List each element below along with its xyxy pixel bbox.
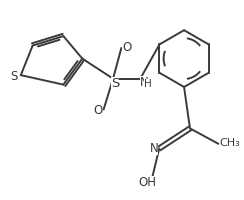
- Text: N: N: [150, 142, 158, 155]
- Text: N: N: [140, 76, 149, 89]
- Text: O: O: [94, 104, 103, 117]
- Text: OH: OH: [138, 176, 156, 189]
- Text: CH₃: CH₃: [220, 138, 240, 148]
- Text: S: S: [111, 77, 119, 90]
- Text: O: O: [122, 41, 131, 54]
- Text: S: S: [10, 70, 18, 83]
- Text: H: H: [144, 79, 152, 89]
